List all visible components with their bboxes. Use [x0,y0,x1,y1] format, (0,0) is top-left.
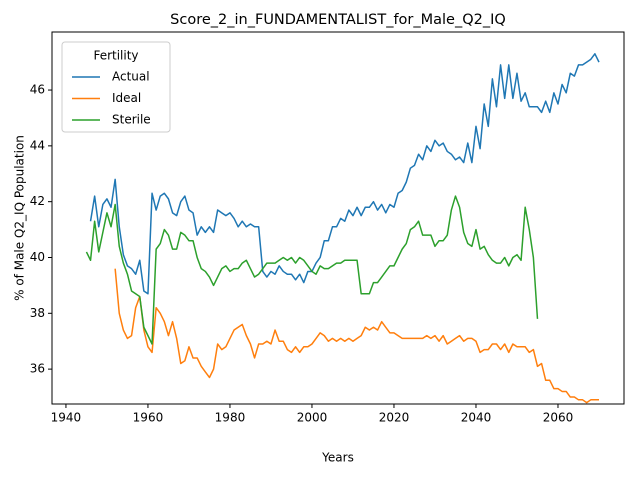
line-series [89,53,600,295]
y-tick-label: 36 [30,362,45,376]
plot-frame [51,31,625,405]
legend-label: Ideal [112,91,141,105]
y-axis-label: % of Male Q2_IQ Population [13,135,27,301]
line-series [85,195,539,345]
y-tick-label: 40 [30,250,45,264]
x-tick-label: 2000 [297,411,328,425]
line-series [114,268,599,404]
legend-title: Fertility [93,49,138,63]
y-tick-label: 42 [30,194,45,208]
x-tick-label: 1940 [51,411,82,425]
x-tick-label: 1960 [133,411,164,425]
x-tick-label: 2060 [543,411,574,425]
x-tick-label: 2040 [461,411,492,425]
legend-label: Actual [112,70,150,84]
chart-title: Score_2_in_FUNDAMENTALIST_for_Male_Q2_IQ [170,12,506,28]
x-axis-label: Years [321,451,354,465]
x-tick-label: 1980 [215,411,246,425]
y-tick-label: 38 [30,306,45,320]
legend-label: Sterile [112,113,151,127]
y-tick-label: 46 [30,83,45,97]
legend-box [61,41,171,133]
x-tick-label: 2020 [379,411,410,425]
y-tick-label: 44 [30,138,45,152]
